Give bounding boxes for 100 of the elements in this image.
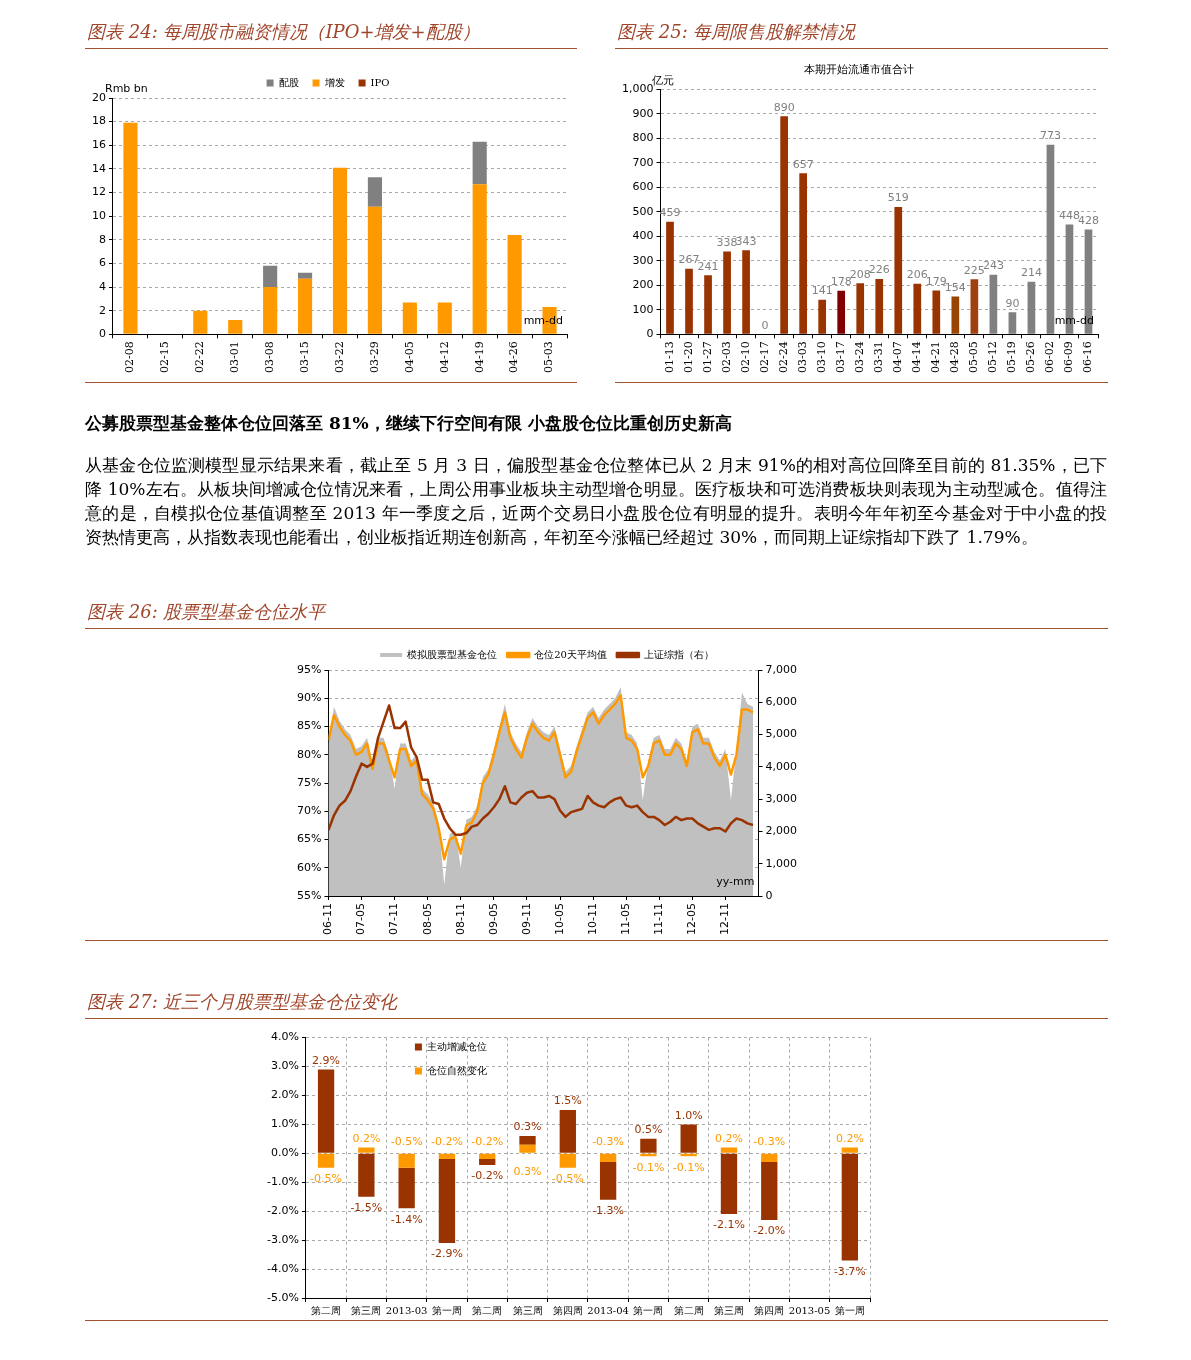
legend-label: 配股: [278, 76, 299, 88]
y-tick-label: 100: [632, 302, 654, 316]
y-tick-label: 6: [99, 256, 106, 270]
data-label: 178: [830, 275, 852, 289]
x-tick-label: 08-11: [453, 903, 467, 936]
x-tick-label: 05-05: [967, 341, 981, 374]
y-tick-label: 18: [92, 114, 106, 128]
x-axis-title: mm-dd: [1054, 313, 1094, 327]
data-label: 338: [716, 235, 738, 249]
x-tick-label: 12-11: [718, 903, 732, 936]
x-tick-label: 03-10: [815, 341, 829, 374]
y-tick-label: 60%: [297, 860, 322, 874]
bar: [479, 1153, 496, 1160]
y-tick-label: 90%: [297, 691, 322, 705]
data-label: 1.0%: [674, 1108, 703, 1122]
data-label: -2.1%: [713, 1218, 745, 1232]
data-label: -0.2%: [471, 1135, 504, 1149]
y-tick-label: 400: [632, 229, 654, 243]
x-tick-label: 2013-03: [385, 1304, 428, 1316]
y-tick-label: 10: [92, 209, 106, 222]
bar: [317, 1069, 335, 1153]
y2-tick-label: 0: [765, 888, 773, 902]
y-tick-label: 2: [99, 303, 106, 317]
bar: [894, 207, 903, 334]
data-label: -2.0%: [753, 1224, 786, 1238]
data-label: 657: [792, 157, 814, 171]
y2-tick-label: 4,000: [765, 759, 798, 773]
y-tick-label: 4.0%: [270, 1030, 299, 1044]
y-axis-title: Rmb bn: [105, 82, 148, 96]
bar: [472, 184, 487, 334]
x-tick-label: 03-03: [796, 341, 810, 374]
x-tick-label: 05-26: [1024, 341, 1038, 374]
data-label: 0.2%: [835, 1131, 864, 1145]
bar: [856, 283, 865, 334]
chart-title: 图表 25: 每周限售股解禁情况: [615, 20, 1108, 49]
y2-tick-label: 7,000: [765, 662, 798, 676]
x-tick-label: 04-21: [929, 341, 943, 374]
x-tick-label: 06-09: [1062, 341, 1076, 374]
y-tick-label: 0: [646, 327, 654, 341]
bar: [723, 251, 731, 334]
bar: [640, 1138, 657, 1153]
text: 从基金仓位监测模型显示结果来看，截止至 5 月 3 日，偏股型基金仓位整体已从 2 月末 91%的相对高位回降至目前的 81.35%，已下降 10%左右。从板块间增减仓位情况来看，上周公用事业板块主动型增仓明显。医疗板块和可选消费板块则表现为主动型减仓。值得注意的是，自模拟仓位基值调整至 2013 年一季度之后，近两个交易日小盘股仓位有明显的提升。表明今年年初至今基金对于中小盘的投资热情更高，从指数表现也能看出，创业板指近期连创新高，年初至今涨幅已经超过 30%，而同期上证综指却下跌了 1.79%。: [85, 454, 1107, 549]
bar: [1046, 144, 1055, 334]
bar: [913, 283, 922, 334]
x-tick-label: 第一周: [834, 1304, 865, 1316]
data-label: -0.1%: [632, 1160, 665, 1174]
y-tick-label: -5.0%: [266, 1290, 299, 1304]
y-tick-label: 0.0%: [270, 1146, 299, 1160]
bar: [193, 310, 208, 334]
legend-label: 主动增减仓位: [426, 1040, 487, 1052]
y-tick-label: 200: [632, 278, 654, 292]
x-tick-label: 09-11: [519, 903, 533, 936]
bar: [228, 320, 243, 334]
y-tick-label: 95%: [297, 662, 322, 676]
data-label: 225: [963, 263, 985, 277]
y-tick-label: 500: [632, 204, 654, 218]
y2-tick-label: 5,000: [765, 727, 798, 741]
x-tick-label: 第三周: [713, 1304, 744, 1316]
bar: [438, 1153, 456, 1160]
x-tick-label: 2013-05: [788, 1304, 831, 1316]
bar: [332, 167, 348, 334]
x-tick-label: 02-24: [776, 341, 790, 374]
bar: [841, 1153, 859, 1261]
x-tick-label: 10-05: [552, 903, 566, 936]
y-tick-label: 300: [632, 253, 654, 267]
y-tick-label: -2.0%: [266, 1204, 299, 1218]
bar: [559, 1109, 576, 1153]
data-label: 0.3%: [513, 1165, 542, 1179]
data-label: 519: [887, 191, 909, 205]
x-tick-label: 07-05: [354, 903, 368, 936]
y2-tick-label: 6,000: [765, 695, 798, 709]
x-tick-label: 04-26: [507, 341, 521, 374]
data-label: -0.1%: [672, 1160, 705, 1174]
x-tick-label: 11-05: [619, 903, 633, 936]
x-axis-title: yy-mm: [716, 875, 755, 889]
x-tick-label: 06-02: [1043, 341, 1057, 374]
y-tick-label: 70%: [297, 804, 322, 818]
data-label: 0: [761, 318, 769, 332]
x-tick-label: 02-03: [719, 341, 733, 374]
x-tick-label: 03-24: [853, 341, 867, 374]
text: 公募股票型基金整体仓位回落至 81%，继续下行空间有限 小盘股仓位比重创历史新高: [85, 412, 733, 435]
x-tick-label: 02-15: [158, 341, 172, 374]
x-tick-label: 10-11: [585, 903, 599, 936]
y-tick-label: 2.0%: [270, 1088, 299, 1102]
x-tick-label: 第三周: [351, 1304, 382, 1316]
x-tick-label: 第三周: [512, 1304, 543, 1316]
x-tick-label: 04-12: [437, 341, 451, 374]
y-tick-label: -4.0%: [266, 1261, 299, 1275]
bar: [438, 1159, 456, 1244]
data-label: 241: [697, 259, 719, 273]
bar: [298, 272, 313, 279]
legend-label: 上证综指（右）: [643, 648, 714, 660]
data-label: 773: [1039, 129, 1061, 143]
x-tick-label: 2013-04: [587, 1304, 629, 1316]
data-label: -1.5%: [350, 1201, 383, 1215]
x-tick-label: 01-27: [700, 341, 714, 374]
y-tick-label: 16: [92, 138, 106, 152]
data-label: 0.3%: [513, 1120, 542, 1134]
data-label: 141: [811, 284, 833, 298]
bar: [507, 235, 522, 334]
